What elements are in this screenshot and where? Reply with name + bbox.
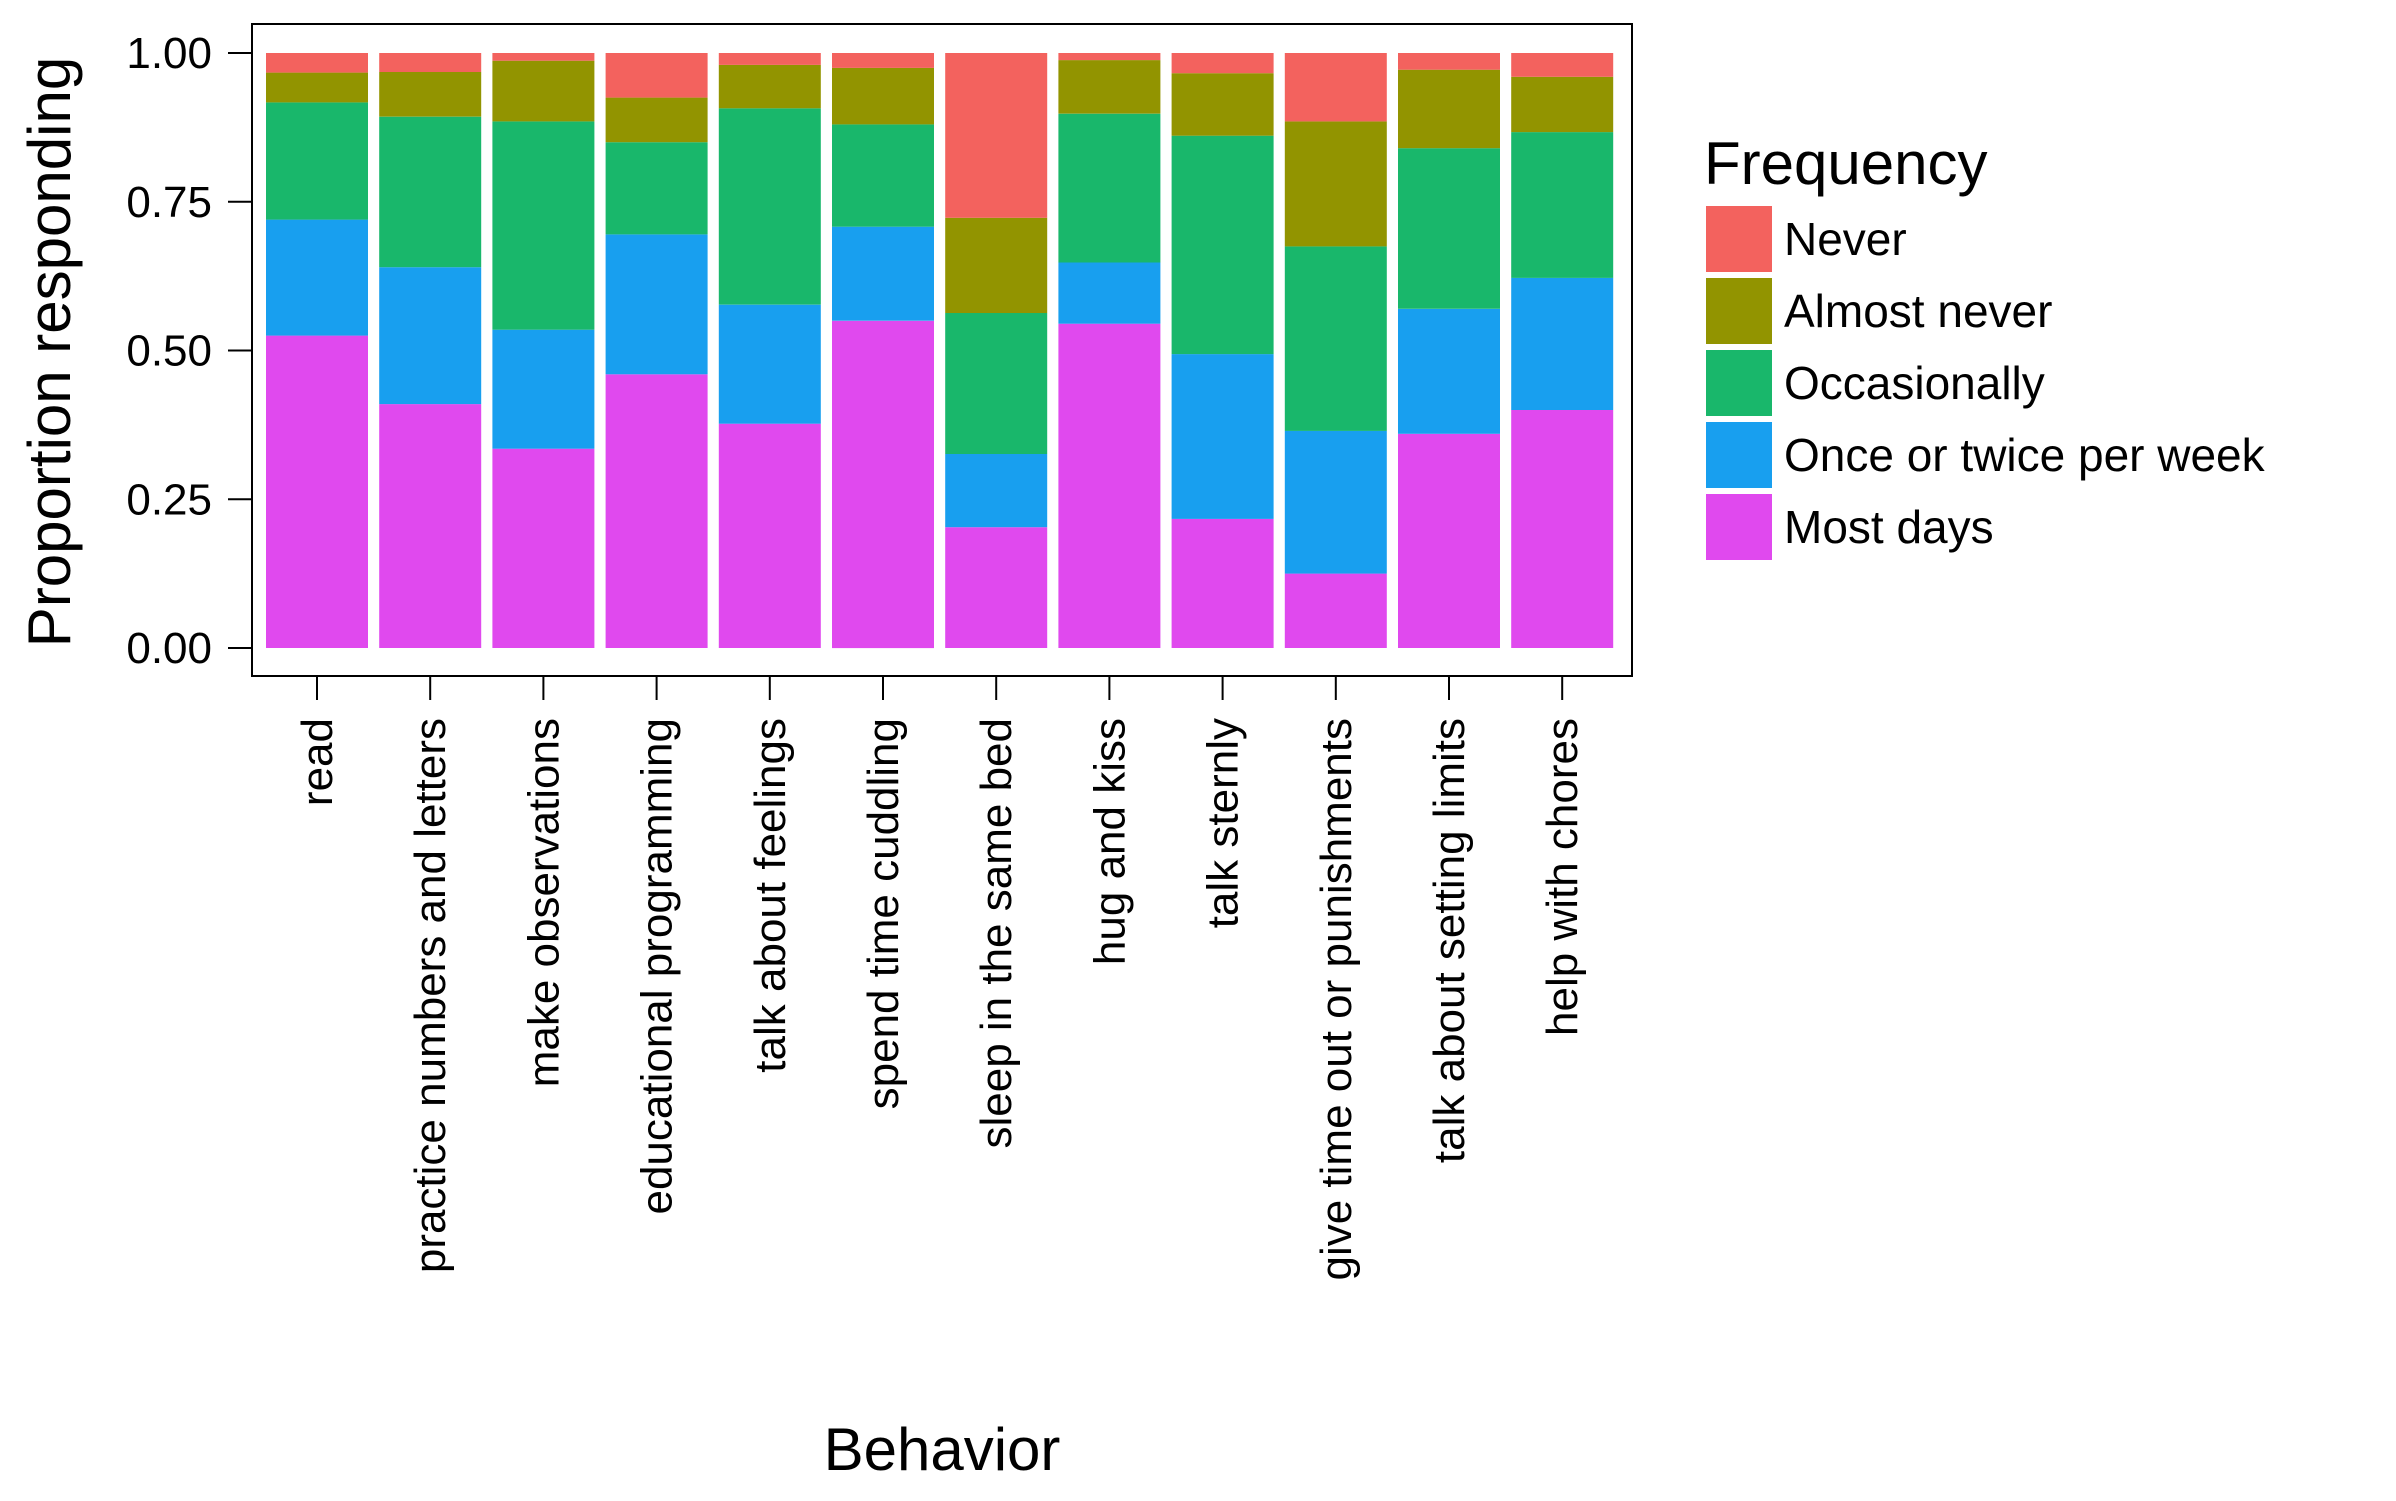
bar-segment-occasionally-9 [1284,246,1387,431]
bar-segment-almost-never-1 [379,72,482,117]
y-tick-label: 0.75 [126,178,212,227]
bar-segment-almost-never-6 [945,217,1048,313]
y-tick-label: 1.00 [126,29,212,78]
bar-segment-once-or-twice-per-week-1 [379,267,482,405]
bar-segment-never-2 [492,53,595,61]
x-tick-label: make observations [519,718,568,1087]
legend-label: Occasionally [1784,357,2045,409]
bar-segment-most-days-2 [492,448,595,648]
x-tick-label: talk about setting limits [1425,718,1474,1163]
x-tick-label: practice numbers and letters [406,718,455,1273]
bar-segment-almost-never-5 [832,67,934,125]
x-tick-label: spend time cuddling [859,718,908,1109]
bar-segment-occasionally-11 [1511,132,1614,278]
bar-segment-occasionally-5 [832,124,934,227]
legend-label: Once or twice per week [1784,429,2266,481]
bar-segment-once-or-twice-per-week-7 [1058,262,1161,324]
x-tick-label: sleep in the same bed [972,718,1021,1149]
bar-segment-most-days-10 [1398,433,1500,648]
y-tick-label: 0.50 [126,327,212,376]
legend-swatch [1706,494,1772,560]
x-tick-label: educational programming [633,718,682,1215]
bar-segment-occasionally-3 [605,142,708,235]
bar-segment-most-days-9 [1284,573,1387,648]
bar-segment-almost-never-0 [266,72,368,103]
bar-segment-never-4 [718,53,821,65]
x-tick-label: help with chores [1538,718,1587,1036]
x-tick-label: give time out or punishments [1312,718,1361,1281]
legend-swatch [1706,278,1772,344]
bar-segment-most-days-5 [832,320,934,649]
bar-segment-once-or-twice-per-week-3 [605,234,708,375]
bar-segment-never-11 [1511,53,1614,77]
legend-label: Almost never [1784,285,2052,337]
bars-layer [266,53,1614,649]
bar-segment-almost-never-7 [1058,60,1161,114]
bar-segment-once-or-twice-per-week-2 [492,329,595,449]
bar-segment-never-7 [1058,53,1161,61]
bar-segment-occasionally-4 [718,108,821,305]
bar-segment-most-days-8 [1171,518,1274,648]
x-tick-label: talk sternly [1199,718,1248,928]
bar-segment-occasionally-1 [379,116,482,268]
bar-segment-occasionally-10 [1398,148,1500,309]
bar-segment-never-8 [1171,53,1274,74]
bar-segment-once-or-twice-per-week-11 [1511,277,1614,410]
x-axis: read practice numbers and letters make obs… [293,676,1587,1281]
y-tick-label: 0.00 [126,624,212,673]
bar-segment-once-or-twice-per-week-6 [945,454,1048,528]
bar-segment-once-or-twice-per-week-5 [832,226,934,321]
bar-segment-occasionally-0 [266,102,368,220]
legend-swatch [1706,206,1772,272]
bar-segment-occasionally-8 [1171,135,1274,355]
bar-segment-most-days-0 [266,335,368,648]
legend-items: Never Almost never Occasionally Once or twi… [1706,206,2266,560]
bar-segment-once-or-twice-per-week-9 [1284,430,1387,574]
bar-segment-almost-never-2 [492,60,595,122]
y-axis-title: Proportion responding [16,57,83,647]
bar-segment-most-days-1 [379,404,482,648]
bar-segment-never-6 [945,53,1048,218]
bar-segment-almost-never-11 [1511,76,1614,133]
bar-segment-never-5 [832,53,934,68]
bar-segment-never-0 [266,53,368,73]
bar-segment-almost-never-9 [1284,121,1387,247]
bar-segment-most-days-11 [1511,410,1614,648]
legend-label: Never [1784,213,1907,265]
bar-segment-once-or-twice-per-week-4 [718,304,821,424]
bar-segment-occasionally-2 [492,121,595,330]
legend-title: Frequency [1704,130,1987,197]
legend-swatch [1706,350,1772,416]
y-tick-label: 0.25 [126,475,212,524]
x-tick-label: talk about feelings [746,718,795,1073]
bar-segment-almost-never-4 [718,64,821,109]
bar-segment-never-9 [1284,53,1387,122]
bar-segment-never-3 [605,53,708,98]
bar-segment-once-or-twice-per-week-8 [1171,354,1274,519]
x-tick-label: hug and kiss [1085,718,1134,965]
bar-segment-almost-never-8 [1171,73,1274,136]
y-axis: 0.00 0.25 0.50 0.75 1.00 [126,29,252,673]
bar-segment-never-1 [379,53,482,72]
legend: Frequency Never Almost never Occasionally O… [1704,130,2266,560]
x-tick-label: read [293,718,342,806]
bar-segment-most-days-6 [945,527,1048,648]
bar-segment-occasionally-6 [945,313,1048,454]
bar-segment-once-or-twice-per-week-0 [266,219,368,336]
bar-segment-never-10 [1398,53,1500,70]
bar-segment-almost-never-10 [1398,69,1500,149]
bar-segment-occasionally-7 [1058,113,1161,263]
bar-segment-once-or-twice-per-week-10 [1398,308,1500,434]
x-axis-title: Behavior [824,1416,1061,1483]
bar-segment-most-days-7 [1058,323,1161,648]
legend-label: Most days [1784,501,1994,553]
bar-segment-most-days-4 [718,423,821,648]
bar-segment-most-days-3 [605,374,708,648]
legend-swatch [1706,422,1772,488]
bar-segment-almost-never-3 [605,97,708,143]
